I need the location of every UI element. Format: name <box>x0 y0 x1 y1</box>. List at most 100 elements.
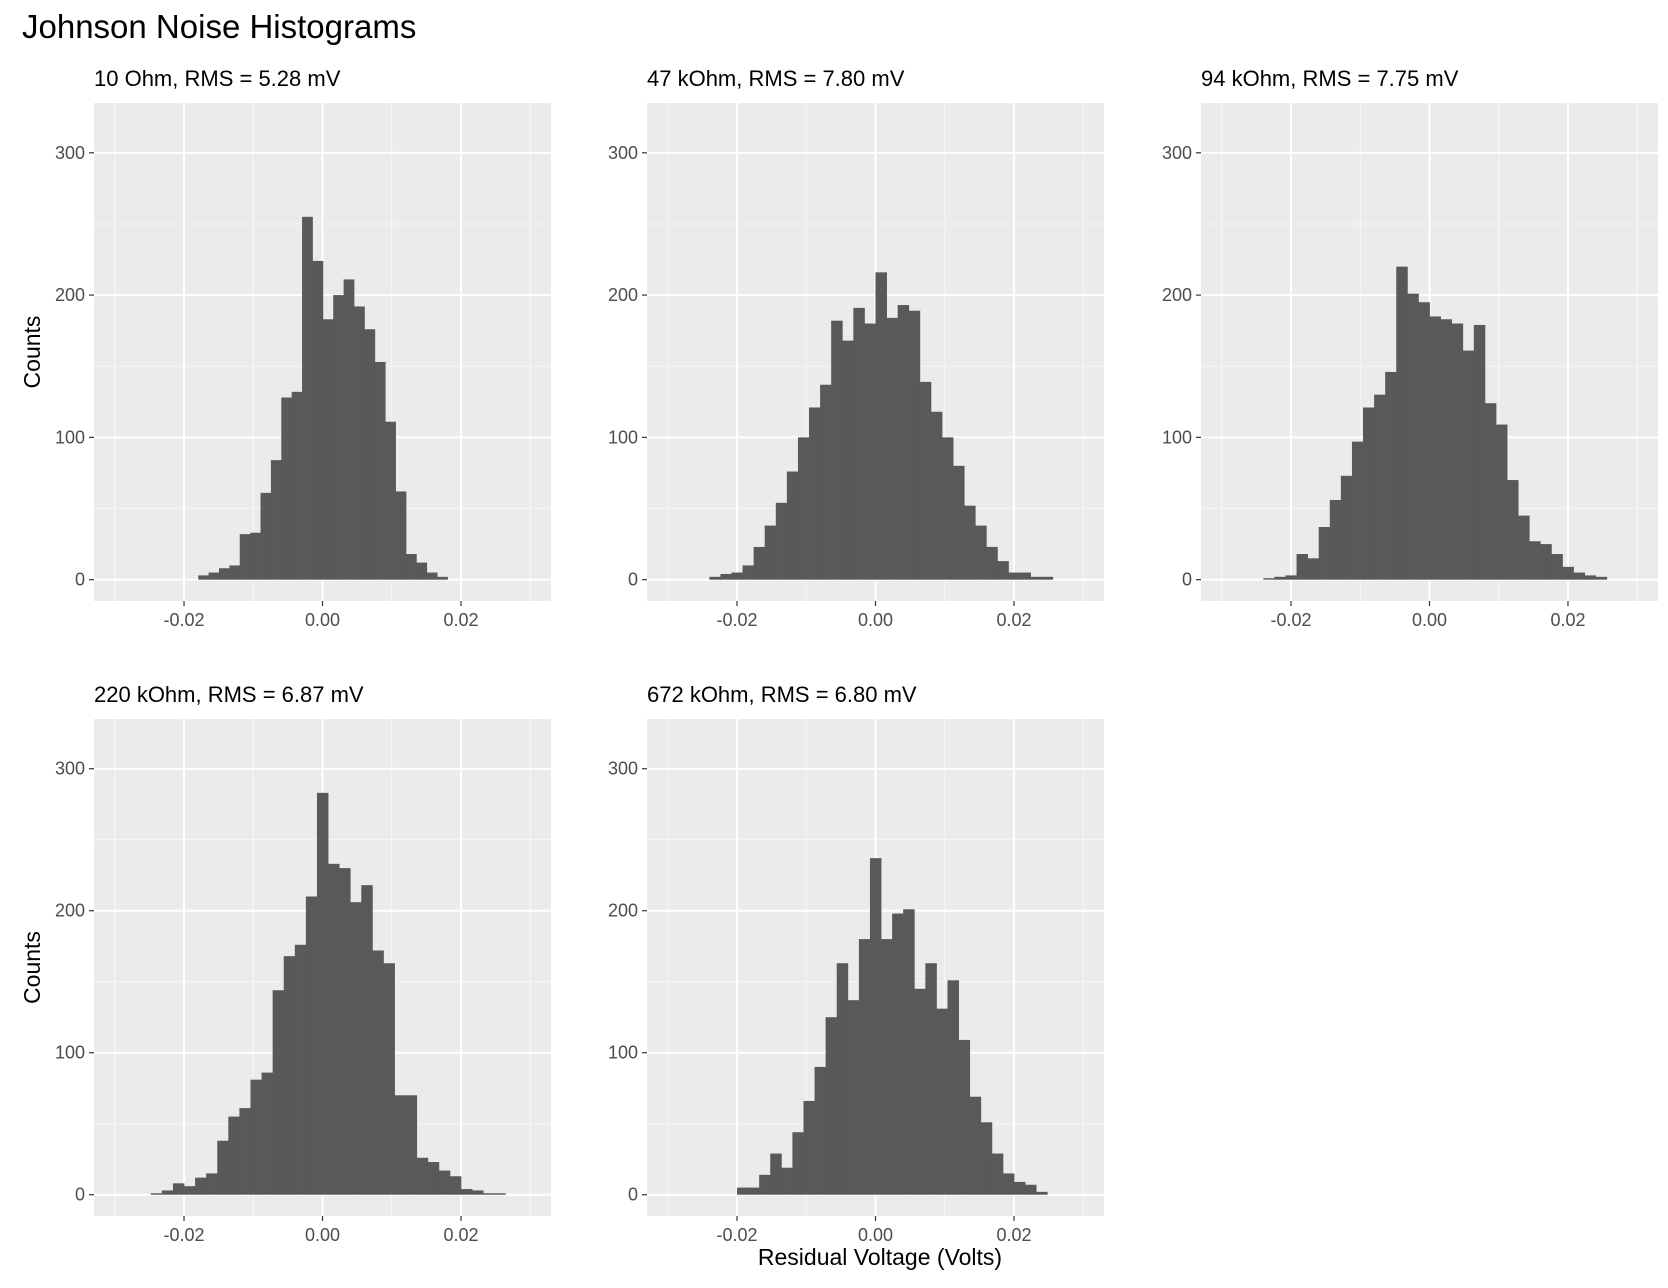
y-tick-label: 300 <box>55 143 85 163</box>
histogram-bar <box>1573 572 1586 580</box>
histogram-bar <box>1340 475 1353 580</box>
histogram-bar <box>333 295 345 580</box>
histogram-bar <box>1540 544 1552 580</box>
histogram-bar <box>864 323 876 580</box>
histogram-bar <box>343 279 355 580</box>
y-tick-label: 200 <box>55 901 85 921</box>
histogram-bar <box>842 340 854 580</box>
histogram-bar <box>969 1096 982 1195</box>
histogram-bar <box>261 1072 274 1195</box>
histogram-bar <box>217 1140 229 1195</box>
histogram-bar <box>405 1095 418 1195</box>
histogram-panel: -0.02 0.00 0.02 0 100 200 300 47 kOhm, RMS = 7.… <box>608 66 1104 630</box>
histogram-bar <box>731 572 743 580</box>
histogram-bar <box>1374 394 1386 580</box>
histogram-bar <box>897 305 910 580</box>
histogram-bar <box>195 1177 207 1195</box>
histogram-bar <box>239 1108 251 1195</box>
histogram-bar <box>228 1116 240 1195</box>
histogram-bar <box>980 1122 993 1195</box>
histogram-bar <box>1318 527 1331 580</box>
histogram-bar <box>328 863 340 1195</box>
histogram-bar <box>1418 302 1430 580</box>
histogram-bar <box>836 963 849 1195</box>
histogram-bar <box>260 492 272 580</box>
x-tick-label: 0.00 <box>305 610 340 630</box>
histogram-bar <box>903 909 915 1195</box>
x-tick-label: -0.02 <box>163 610 204 630</box>
histogram-bar <box>218 568 230 580</box>
histogram-bar <box>786 471 799 580</box>
histogram-bar <box>742 565 755 580</box>
y-tick-label: 100 <box>55 1043 85 1063</box>
histogram-bar <box>383 963 395 1195</box>
x-tick-label: 0.02 <box>1550 610 1585 630</box>
histogram-bar <box>1013 1181 1026 1195</box>
x-tick-label: 0.00 <box>1412 610 1447 630</box>
y-tick-label: 300 <box>55 759 85 779</box>
histogram-bar <box>250 532 261 580</box>
histogram-bar <box>975 525 987 580</box>
histogram-bar <box>1041 576 1054 580</box>
histogram-bar <box>1351 441 1364 580</box>
histogram-bar <box>925 963 937 1195</box>
histogram-bar <box>291 391 303 580</box>
histogram-bar <box>881 939 893 1195</box>
histogram-bar <box>494 1193 506 1195</box>
histogram-bar <box>272 990 285 1195</box>
histogram-bar <box>350 902 362 1195</box>
histogram-bar <box>953 465 965 580</box>
histogram-bar <box>150 1193 163 1195</box>
x-tick-label: 0.02 <box>996 610 1031 630</box>
histogram-bar <box>316 792 329 1195</box>
histogram-bar <box>1019 572 1032 580</box>
histogram-bar <box>792 1132 804 1195</box>
histogram-bar <box>361 885 373 1195</box>
histogram-bar <box>753 546 766 580</box>
histogram-bar <box>853 307 865 580</box>
y-tick-label: 200 <box>1162 285 1192 305</box>
y-tick-label: 200 <box>608 901 638 921</box>
figure-title: Johnson Noise Histograms <box>22 8 416 45</box>
histogram-bar <box>1462 350 1475 580</box>
histogram-bar <box>270 460 282 580</box>
histogram-bar <box>385 421 396 580</box>
histogram-bar <box>908 310 921 580</box>
histogram-bar <box>709 576 721 580</box>
histogram-bar <box>1036 1191 1048 1195</box>
x-tick-label: 0.02 <box>443 1225 478 1245</box>
histogram-bar <box>958 1039 971 1195</box>
histogram-bar <box>208 572 220 580</box>
y-tick-label: 0 <box>75 570 85 590</box>
histogram-bar <box>472 1190 484 1195</box>
y-tick-label: 100 <box>608 427 638 447</box>
x-tick-label: -0.02 <box>716 1225 757 1245</box>
histogram-bar <box>869 858 882 1195</box>
y-tick-label: 200 <box>55 285 85 305</box>
histogram-bar <box>1562 566 1574 580</box>
histogram-bar <box>797 437 810 580</box>
histogram-bar <box>831 320 843 580</box>
x-tick-label: -0.02 <box>163 1225 204 1245</box>
y-tick-label: 200 <box>608 285 638 305</box>
histogram-bar <box>395 491 407 580</box>
histogram-panel: -0.02 0.00 0.02 0 100 200 300 10 Ohm, RMS = 5.2… <box>19 66 551 630</box>
histogram-bar <box>1507 480 1519 580</box>
y-tick-label: 0 <box>628 1185 638 1205</box>
histogram-bar <box>302 216 313 580</box>
histogram-panel: -0.02 0.00 0.02 0 100 200 300 94 kOhm, RMS = 7.… <box>1162 66 1658 630</box>
histogram-bar <box>875 272 887 580</box>
histogram-bar <box>1008 572 1020 580</box>
histogram-bar <box>809 407 821 580</box>
histogram-bar <box>986 546 998 580</box>
histogram-bar <box>416 562 428 580</box>
histogram-bar <box>405 554 417 580</box>
histogram-bar <box>460 1189 473 1195</box>
y-axis-label: Counts <box>19 931 45 1004</box>
y-tick-label: 0 <box>628 570 638 590</box>
histogram-bar <box>991 1153 1004 1195</box>
histogram-bar <box>820 384 832 580</box>
histogram-bar <box>206 1173 218 1195</box>
y-tick-label: 0 <box>1182 570 1192 590</box>
histogram-bar <box>759 1174 771 1195</box>
